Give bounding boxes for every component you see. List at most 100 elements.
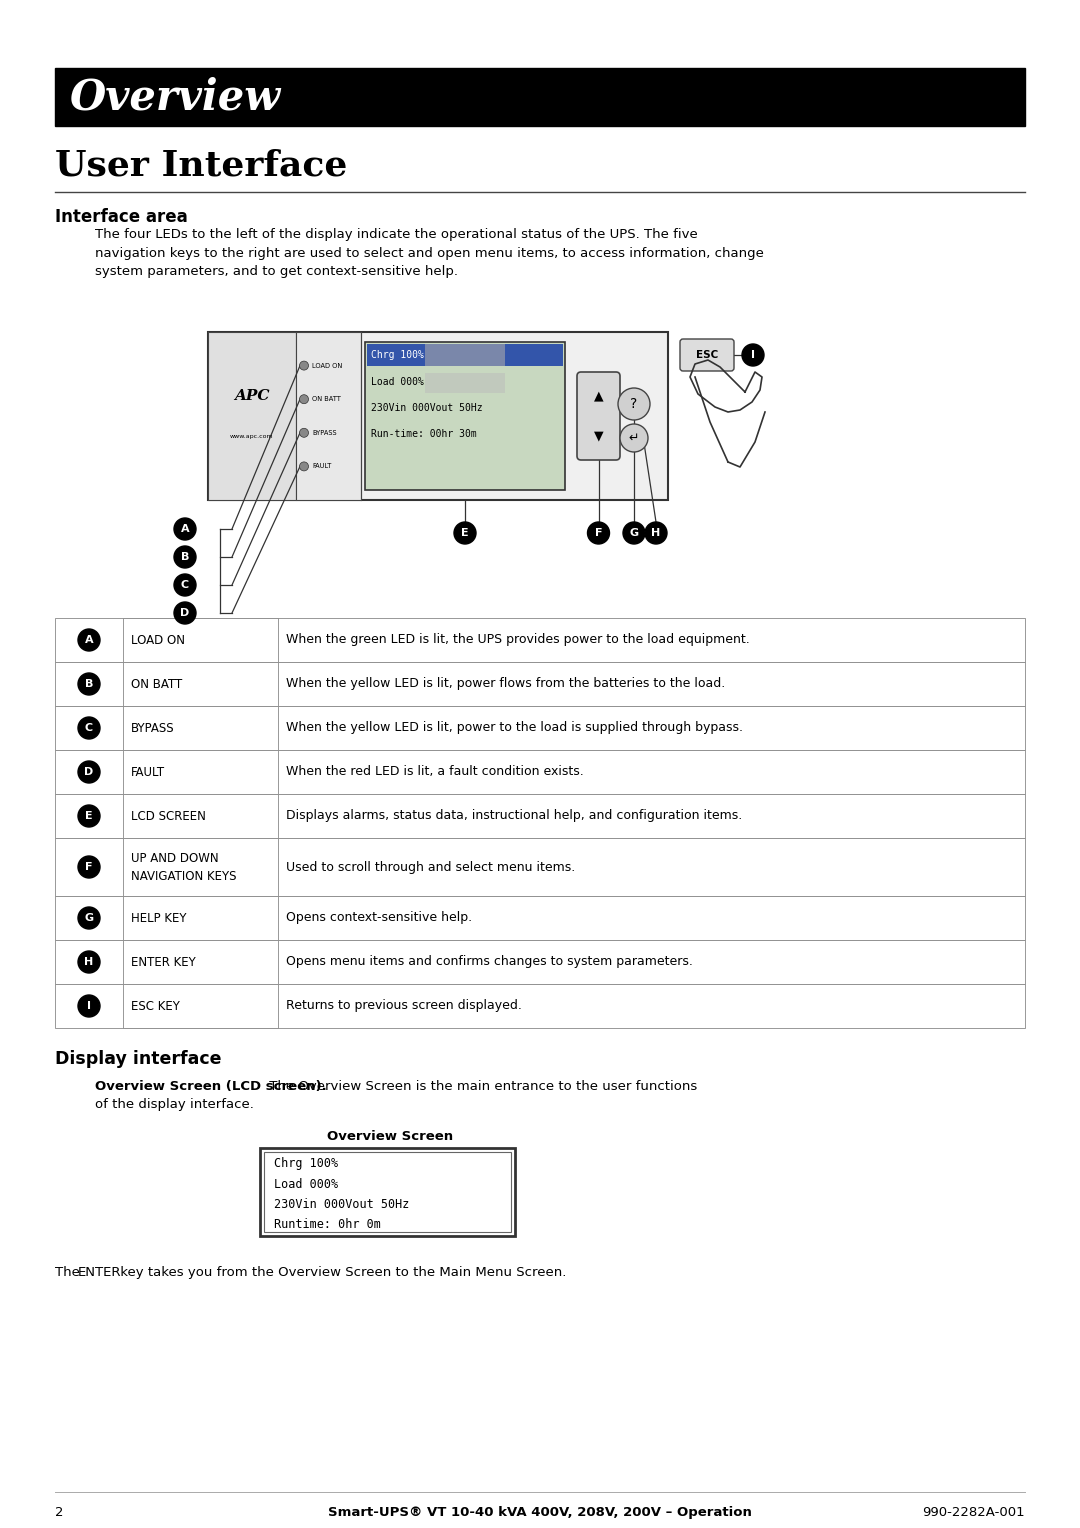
Text: ENTER KEY: ENTER KEY xyxy=(131,955,195,969)
Text: Runtime: 0hr 0m: Runtime: 0hr 0m xyxy=(274,1218,381,1230)
Text: C: C xyxy=(85,723,93,733)
Text: Overview Screen: Overview Screen xyxy=(327,1131,454,1143)
Bar xyxy=(123,750,278,795)
Text: G: G xyxy=(84,914,94,923)
Circle shape xyxy=(78,908,100,929)
Text: When the yellow LED is lit, power flows from the batteries to the load.: When the yellow LED is lit, power flows … xyxy=(286,677,726,691)
Bar xyxy=(55,706,1025,750)
Text: BYPASS: BYPASS xyxy=(312,429,337,435)
Text: B: B xyxy=(85,678,93,689)
Text: FAULT: FAULT xyxy=(131,766,165,778)
Text: Interface area: Interface area xyxy=(55,208,188,226)
Bar xyxy=(208,332,296,500)
Text: key takes you from the Overview Screen to the Main Menu Screen.: key takes you from the Overview Screen t… xyxy=(116,1267,566,1279)
Text: When the red LED is lit, a fault condition exists.: When the red LED is lit, a fault conditi… xyxy=(286,766,584,778)
Text: UP AND DOWN: UP AND DOWN xyxy=(131,853,218,865)
Text: ?: ? xyxy=(631,397,637,411)
Bar xyxy=(123,837,278,895)
Bar xyxy=(208,332,669,500)
Circle shape xyxy=(174,575,195,596)
Text: 230Vin 000Vout 50Hz: 230Vin 000Vout 50Hz xyxy=(372,403,483,413)
Bar xyxy=(123,662,278,706)
Text: D: D xyxy=(180,608,190,617)
Circle shape xyxy=(623,523,645,544)
Bar xyxy=(55,69,1025,125)
Bar xyxy=(123,795,278,837)
Text: I: I xyxy=(751,350,755,361)
Text: APC: APC xyxy=(234,388,270,403)
Bar xyxy=(123,940,278,984)
Text: Display interface: Display interface xyxy=(55,1050,221,1068)
Text: LOAD ON: LOAD ON xyxy=(312,362,342,368)
Circle shape xyxy=(174,602,195,623)
Circle shape xyxy=(618,388,650,420)
Text: BYPASS: BYPASS xyxy=(131,721,175,735)
Text: The Overview Screen is the main entrance to the user functions: The Overview Screen is the main entrance… xyxy=(265,1080,697,1093)
Text: Smart-UPS® VT 10-40 kVA 400V, 208V, 200V – Operation: Smart-UPS® VT 10-40 kVA 400V, 208V, 200V… xyxy=(328,1507,752,1519)
Text: When the green LED is lit, the UPS provides power to the load equipment.: When the green LED is lit, the UPS provi… xyxy=(286,634,750,646)
Circle shape xyxy=(78,856,100,879)
Bar xyxy=(260,1148,515,1236)
Bar xyxy=(426,373,505,393)
Bar xyxy=(123,984,278,1028)
Text: Overview Screen (LCD screen).: Overview Screen (LCD screen). xyxy=(95,1080,327,1093)
Text: H: H xyxy=(651,529,661,538)
Text: D: D xyxy=(84,767,94,778)
Circle shape xyxy=(454,523,476,544)
Bar xyxy=(55,895,1025,940)
Text: Chrg 100%: Chrg 100% xyxy=(372,350,423,361)
Text: When the yellow LED is lit, power to the load is supplied through bypass.: When the yellow LED is lit, power to the… xyxy=(286,721,743,735)
Text: ESC KEY: ESC KEY xyxy=(131,999,180,1013)
Text: ENTER: ENTER xyxy=(78,1267,121,1279)
Text: Load 000%: Load 000% xyxy=(274,1178,338,1190)
Text: HELP KEY: HELP KEY xyxy=(131,912,187,924)
Text: NAVIGATION KEYS: NAVIGATION KEYS xyxy=(131,871,237,883)
Text: E: E xyxy=(85,811,93,821)
Text: LOAD ON: LOAD ON xyxy=(131,634,185,646)
Text: Opens context-sensitive help.: Opens context-sensitive help. xyxy=(286,912,472,924)
Circle shape xyxy=(588,523,609,544)
Text: ▲: ▲ xyxy=(594,390,604,402)
Circle shape xyxy=(620,423,648,452)
Circle shape xyxy=(78,761,100,782)
Text: A: A xyxy=(84,636,93,645)
Bar xyxy=(123,617,278,662)
Text: FAULT: FAULT xyxy=(312,463,332,469)
Circle shape xyxy=(78,717,100,740)
Bar xyxy=(55,837,1025,895)
Text: ▼: ▼ xyxy=(594,429,604,443)
Text: 230Vin 000Vout 50Hz: 230Vin 000Vout 50Hz xyxy=(274,1198,409,1210)
Text: Returns to previous screen displayed.: Returns to previous screen displayed. xyxy=(286,999,522,1013)
Bar xyxy=(55,984,1025,1028)
Text: ON BATT: ON BATT xyxy=(312,396,341,402)
Text: ON BATT: ON BATT xyxy=(131,677,183,691)
Text: B: B xyxy=(180,552,189,562)
Text: Displays alarms, status data, instructional help, and configuration items.: Displays alarms, status data, instructio… xyxy=(286,810,742,822)
Text: 990-2282A-001: 990-2282A-001 xyxy=(922,1507,1025,1519)
Circle shape xyxy=(299,461,309,471)
Text: The: The xyxy=(55,1267,84,1279)
Text: The four LEDs to the left of the display indicate the operational status of the : The four LEDs to the left of the display… xyxy=(95,228,764,278)
Bar xyxy=(55,617,1025,662)
Bar xyxy=(296,332,361,500)
Circle shape xyxy=(174,545,195,568)
Text: E: E xyxy=(461,529,469,538)
Text: Used to scroll through and select menu items.: Used to scroll through and select menu i… xyxy=(286,860,576,874)
Text: F: F xyxy=(85,862,93,872)
Text: Opens menu items and confirms changes to system parameters.: Opens menu items and confirms changes to… xyxy=(286,955,693,969)
Circle shape xyxy=(78,630,100,651)
Text: C: C xyxy=(181,581,189,590)
Bar xyxy=(55,940,1025,984)
Bar xyxy=(123,895,278,940)
Text: G: G xyxy=(630,529,638,538)
Circle shape xyxy=(78,995,100,1018)
Circle shape xyxy=(645,523,667,544)
Bar xyxy=(55,750,1025,795)
Text: Chrg 100%: Chrg 100% xyxy=(274,1158,338,1170)
Text: Load 000%: Load 000% xyxy=(372,377,423,387)
FancyBboxPatch shape xyxy=(577,371,620,460)
Text: Run-time: 00hr 30m: Run-time: 00hr 30m xyxy=(372,429,476,439)
Circle shape xyxy=(78,805,100,827)
Bar xyxy=(55,795,1025,837)
Text: I: I xyxy=(87,1001,91,1012)
